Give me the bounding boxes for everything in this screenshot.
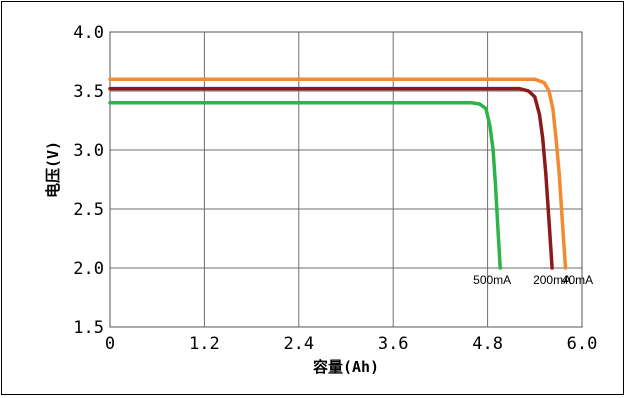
y-tick-label: 3.5 (73, 82, 104, 102)
y-tick-label: 2.0 (73, 259, 104, 279)
grid (109, 31, 583, 328)
x-tick-label: 1.2 (189, 334, 220, 354)
voltage-capacity-chart: 4.0 3.5 3.0 2.5 2.0 1.5 0 1.2 2.4 3.6 4.8 6.0 500m… (44, 23, 597, 376)
series-label-40mA: 40mA (562, 273, 593, 287)
y-axis-label: 电压(V) (44, 141, 62, 198)
x-tick-label: 3.6 (378, 334, 409, 354)
x-axis-label: 容量(Ah) (312, 358, 379, 376)
x-tick-label: 0 (105, 334, 115, 354)
y-tick-label: 1.5 (73, 318, 104, 338)
y-tick-label: 3.0 (73, 141, 104, 161)
series-label-200mA: 200mA (533, 273, 571, 287)
series-label-500mA: 500mA (473, 273, 511, 287)
x-tick-labels: 0 1.2 2.4 3.6 4.8 6.0 (105, 334, 597, 354)
y-tick-label: 4.0 (73, 23, 104, 43)
y-tick-label: 2.5 (73, 200, 104, 220)
series-line-200mA (108, 86, 554, 270)
x-tick-label: 2.4 (283, 334, 314, 354)
series-line-500mA (108, 101, 502, 270)
series-lines (108, 77, 568, 270)
series-line-40mA (108, 77, 568, 270)
x-tick-label: 6.0 (567, 334, 598, 354)
plot-border (109, 31, 583, 328)
y-tick-labels: 4.0 3.5 3.0 2.5 2.0 1.5 (73, 23, 104, 338)
x-tick-label: 4.8 (472, 334, 503, 354)
